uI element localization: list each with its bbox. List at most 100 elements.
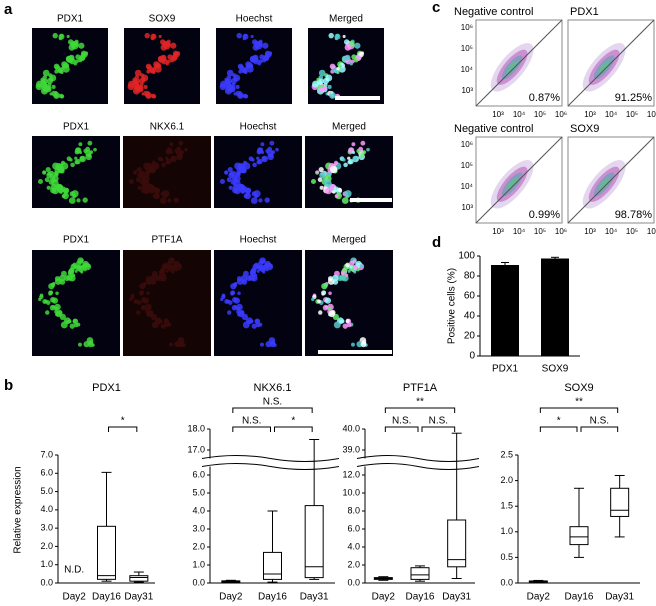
significance-label: N.S.	[392, 416, 411, 427]
cell	[171, 270, 175, 274]
cell	[167, 260, 173, 266]
cell	[242, 321, 250, 329]
cell	[140, 290, 144, 295]
cell	[351, 142, 356, 147]
flow-y-tick: 10³	[461, 86, 473, 95]
cell	[333, 321, 341, 329]
cell	[258, 198, 263, 203]
cell	[345, 319, 350, 324]
cell	[151, 160, 157, 165]
box	[129, 575, 149, 582]
cell	[165, 156, 169, 160]
cell	[146, 90, 150, 94]
cell	[318, 167, 324, 173]
significance-label: N.S.	[263, 397, 282, 408]
cell	[226, 299, 230, 304]
cell	[334, 194, 339, 199]
cell	[79, 264, 85, 270]
cell	[219, 178, 226, 185]
cell	[78, 142, 83, 147]
gate-line	[475, 19, 563, 107]
cell	[220, 297, 224, 302]
y-tick-label: 0.0	[347, 577, 360, 587]
flow-title: PDX1	[570, 6, 599, 18]
x-tick-label: Day16	[258, 592, 287, 603]
cell	[342, 323, 348, 329]
cell	[134, 69, 142, 77]
cell	[353, 57, 359, 63]
box	[447, 519, 467, 568]
cell	[135, 299, 139, 304]
y-tick-label: 0.0	[500, 577, 513, 587]
x-tick-label: PDX1	[492, 364, 519, 375]
cell	[262, 270, 266, 274]
cell	[169, 57, 175, 63]
cell	[68, 271, 72, 275]
panel-label: d	[432, 234, 441, 251]
cell	[250, 34, 254, 38]
cell	[72, 41, 79, 47]
flow-cloud	[490, 160, 534, 209]
cell	[231, 290, 235, 295]
significance-label: *	[557, 416, 561, 427]
y-tick-label: 6.0	[40, 468, 53, 478]
cell	[150, 93, 156, 99]
cell	[324, 179, 332, 187]
cell	[184, 147, 188, 152]
flow-x-tick: 10⁴	[605, 110, 618, 119]
cell	[317, 177, 323, 183]
cell	[86, 264, 91, 268]
cell	[325, 74, 333, 82]
channel-label: Hoechst	[240, 235, 277, 246]
cell	[352, 156, 358, 161]
cell	[257, 158, 263, 165]
cell	[258, 260, 264, 266]
bar	[541, 258, 569, 356]
cell	[269, 341, 276, 348]
y-tick-label: 1.0	[192, 559, 205, 569]
cell	[268, 264, 273, 268]
percent-label: 0.99%	[529, 209, 560, 221]
chart-title: PTF1A	[403, 382, 438, 394]
y-tick-label: 3.0	[192, 523, 205, 533]
cell	[269, 140, 275, 146]
cell	[324, 187, 332, 195]
cell	[128, 178, 135, 185]
cell	[142, 187, 150, 195]
cell	[349, 265, 353, 269]
cell	[243, 194, 248, 199]
cell	[351, 342, 355, 347]
cell	[260, 150, 265, 154]
x-tick-label: SOX9	[542, 364, 569, 375]
x-tick-label: Day16	[92, 592, 121, 603]
channel-label: Hoechst	[240, 122, 277, 133]
chart-title: SOX9	[564, 382, 593, 394]
flow-density	[598, 60, 610, 74]
cell	[239, 165, 247, 174]
cell	[156, 319, 160, 324]
y-tick-label: 0.0	[40, 577, 53, 587]
x-tick-label: Day31	[605, 592, 634, 603]
cell	[55, 291, 59, 295]
cell	[275, 147, 279, 152]
x-tick-label: Day16	[565, 592, 594, 603]
cell	[224, 170, 228, 174]
cell	[264, 197, 270, 203]
box	[569, 526, 589, 546]
cell	[49, 290, 53, 295]
cell	[341, 271, 345, 275]
channel-label: Hoechst	[236, 14, 273, 25]
cell	[331, 274, 339, 282]
cell	[318, 87, 324, 93]
y-tick-label: 4.0	[347, 541, 360, 551]
cell	[51, 297, 59, 304]
cell	[342, 158, 346, 162]
y-tick-label: 5.0	[40, 486, 53, 496]
cell	[142, 297, 150, 304]
channel-label: PTF1A	[151, 235, 182, 246]
cell	[144, 32, 150, 39]
cell	[76, 260, 82, 266]
cell	[353, 270, 357, 274]
cell	[265, 268, 269, 272]
cell	[71, 190, 79, 198]
